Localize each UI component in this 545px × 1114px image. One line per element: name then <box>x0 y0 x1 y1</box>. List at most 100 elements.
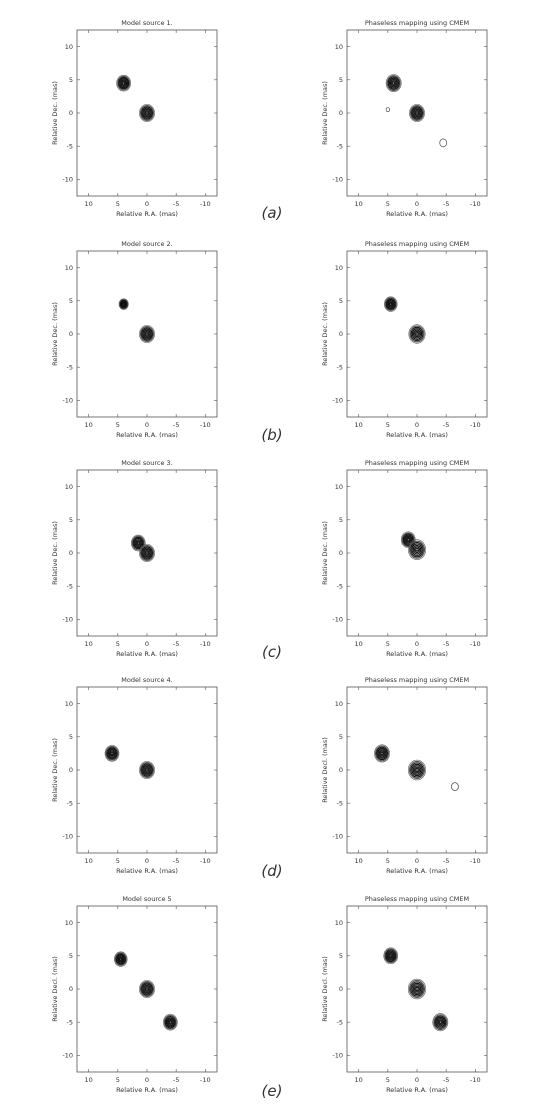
contour-ring <box>410 326 424 342</box>
contour-ring <box>139 545 155 561</box>
contour-ring <box>119 299 129 310</box>
contour-ring <box>141 327 153 341</box>
y-tick-label: -5 <box>67 363 73 371</box>
contour-panel: Phaseless mapping using CMEM 10 5 0 -5 -10 10 5… <box>321 240 488 439</box>
x-tick-label: 0 <box>415 857 419 865</box>
contour-panel: Phaseless mapping using CMEM 10 5 0 -5 -10 10 5… <box>321 895 488 1094</box>
x-tick-label: 5 <box>116 640 120 648</box>
source-contour <box>104 745 120 762</box>
source-contour <box>114 951 128 967</box>
contour-ring <box>139 981 155 997</box>
x-tick-label: 5 <box>386 857 390 865</box>
y-tick-label: 5 <box>339 297 343 305</box>
contour-ring <box>411 982 423 996</box>
contour-ring <box>163 1013 178 1031</box>
y-axis-label: Relative Decl. (mas) <box>321 737 329 803</box>
contour-ring <box>119 299 128 309</box>
contour-ring <box>168 1020 172 1024</box>
y-tick-label: 5 <box>69 76 73 84</box>
y-tick-label: -10 <box>62 616 73 624</box>
contour-ring <box>142 328 152 340</box>
contour-ring <box>117 75 131 91</box>
y-tick-label: 0 <box>69 109 73 117</box>
y-tick-label: -5 <box>337 363 343 371</box>
contour-panel: Phaseless mapping using CMEM 10 5 0 -5 -10 10 5… <box>321 19 488 218</box>
contour-ring <box>143 984 151 994</box>
contour-ring <box>412 984 422 994</box>
x-tick-label: 10 <box>355 200 363 208</box>
contour-ring <box>388 77 399 89</box>
contour-ring <box>386 950 396 961</box>
source-contour <box>118 298 129 310</box>
y-tick-label: -10 <box>62 833 73 841</box>
contour-ring <box>374 744 390 763</box>
contour-ring <box>386 75 401 92</box>
contour-ring <box>408 979 426 999</box>
contour-ring <box>139 544 155 562</box>
panel-caption: (d) <box>261 862 282 880</box>
y-tick-label: -10 <box>332 176 343 184</box>
x-tick-label: -5 <box>443 200 449 208</box>
contour-ring <box>163 1014 177 1030</box>
contour-ring <box>384 948 398 964</box>
source-contour <box>130 534 146 552</box>
contour-ring <box>433 1014 448 1031</box>
y-tick-label: 0 <box>339 109 343 117</box>
x-tick-label: -5 <box>173 200 179 208</box>
contour-ring <box>142 547 152 559</box>
y-tick-label: -5 <box>337 142 343 150</box>
x-tick-label: 0 <box>145 857 149 865</box>
x-tick-label: -5 <box>173 421 179 429</box>
contour-ring <box>130 534 146 552</box>
source-contour <box>385 74 402 93</box>
x-tick-label: 0 <box>415 640 419 648</box>
contour-ring <box>139 326 155 342</box>
source-contour <box>139 325 155 343</box>
panel-caption: (a) <box>262 204 283 222</box>
x-tick-label: -5 <box>173 857 179 865</box>
y-tick-label: 10 <box>65 919 73 927</box>
source-contour <box>116 74 131 92</box>
contour-ring <box>432 1013 449 1032</box>
y-tick-label: 10 <box>335 919 343 927</box>
x-axis-label: Relative R.A. (mas) <box>116 650 178 658</box>
y-axis-label: Relative Dec. (mas) <box>51 81 59 145</box>
contour-ring <box>415 768 419 772</box>
contour-ring <box>141 546 153 560</box>
contour-ring <box>385 949 397 963</box>
y-tick-label: -5 <box>337 582 343 590</box>
x-tick-label: -5 <box>443 421 449 429</box>
contour-panel: Model source 3. 10 5 0 -5 -10 10 5 0 -5 -10 Relativ… <box>51 459 218 658</box>
contour-ring <box>133 537 143 549</box>
contour-ring <box>145 768 149 772</box>
contour-ring <box>413 108 421 118</box>
contour-ring <box>120 300 127 308</box>
y-tick-label: 5 <box>69 297 73 305</box>
y-axis-label: Relative Dec. (mas) <box>51 738 59 802</box>
plot-title: Phaseless mapping using CMEM <box>365 19 469 27</box>
x-tick-label: -5 <box>443 640 449 648</box>
contour-ring <box>374 745 390 762</box>
y-tick-label: -5 <box>67 582 73 590</box>
contour-ring <box>139 761 155 779</box>
x-tick-label: -10 <box>470 640 481 648</box>
x-tick-label: 0 <box>415 200 419 208</box>
contour-ring <box>376 746 388 761</box>
x-axis-label: Relative R.A. (mas) <box>116 431 178 439</box>
x-axis-label: Relative R.A. (mas) <box>116 867 178 875</box>
contour-ring <box>439 138 448 148</box>
plot-title: Model source 1. <box>121 19 172 27</box>
contour-ring <box>412 329 422 339</box>
source-contour <box>409 104 425 122</box>
y-tick-label: 5 <box>69 733 73 741</box>
source-contour <box>139 544 155 562</box>
faint-contour <box>451 782 459 791</box>
contour-ring <box>410 981 424 997</box>
contour-ring <box>385 298 396 310</box>
plot-title: Phaseless mapping using CMEM <box>365 895 469 903</box>
contour-ring <box>386 299 395 309</box>
x-axis-label: Relative R.A. (mas) <box>116 210 178 218</box>
contour-ring <box>119 957 123 961</box>
contour-ring <box>143 108 151 118</box>
